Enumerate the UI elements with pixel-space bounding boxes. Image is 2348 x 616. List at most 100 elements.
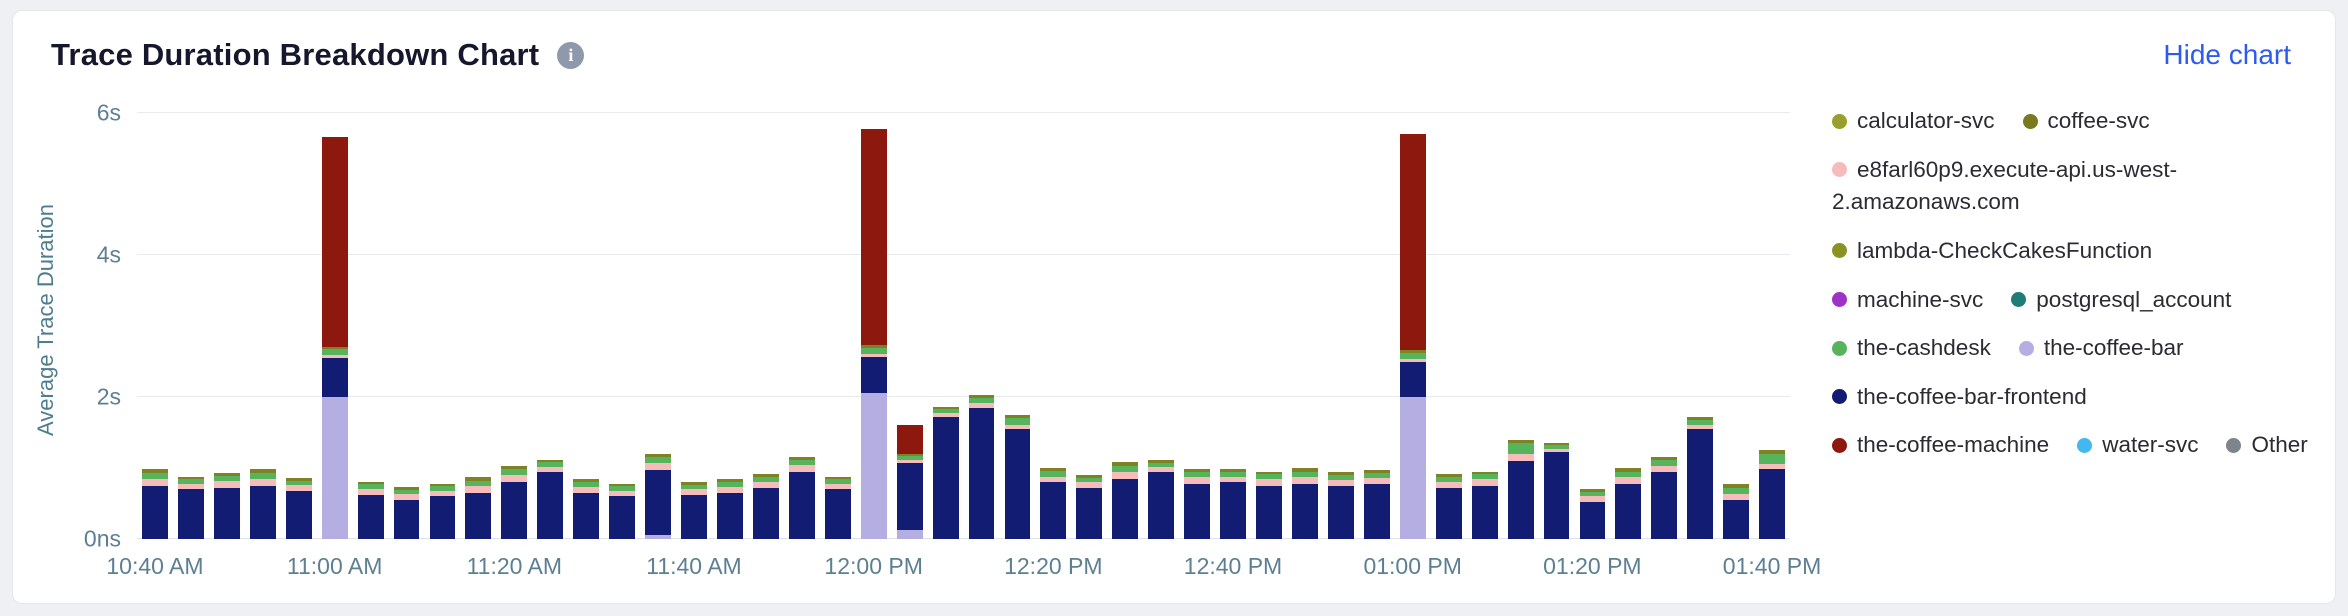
bar-segment-the-coffee-bar-frontend[interactable] [860,356,887,394]
bar-segment-coffee-svc[interactable] [788,456,815,461]
bar-segment-the-cashdesk[interactable] [1579,492,1606,497]
bar-segment-the-coffee-bar-frontend[interactable] [1184,483,1211,539]
bar-segment-e8farl60p9.execute-api.us-west-2.amazonaws.com[interactable] [1004,424,1031,429]
bar-segment-the-cashdesk[interactable] [249,472,276,479]
legend-item-calculator-svc[interactable]: calculator-svc [1832,105,1995,138]
stacked-bar[interactable] [1651,113,1678,539]
stacked-bar[interactable] [1004,113,1031,539]
bar-segment-the-coffee-bar-frontend[interactable] [1471,485,1498,539]
legend-item-postgresql_account[interactable]: postgresql_account [2011,284,2231,317]
bar-segment-e8farl60p9.execute-api.us-west-2.amazonaws.com[interactable] [860,353,887,357]
bar-segment-e8farl60p9.execute-api.us-west-2.amazonaws.com[interactable] [573,487,600,493]
bar-segment-the-cashdesk[interactable] [788,460,815,466]
stacked-bar[interactable] [860,113,887,539]
legend-item-water-svc[interactable]: water-svc [2077,429,2198,462]
bar-segment-the-coffee-machine[interactable] [860,128,887,346]
bar-segment-the-coffee-bar[interactable] [321,397,348,539]
bar-segment-coffee-svc[interactable] [142,469,168,473]
bar-segment-the-cashdesk[interactable] [393,490,420,495]
legend-item-the-coffee-machine[interactable]: the-coffee-machine [1832,429,2049,462]
bar-segment-e8farl60p9.execute-api.us-west-2.amazonaws.com[interactable] [1148,467,1175,472]
bar-segment-coffee-svc[interactable] [1651,457,1678,461]
bar-segment-the-coffee-bar-frontend[interactable] [1220,482,1247,539]
stacked-bar[interactable] [609,113,636,539]
bar-segment-e8farl60p9.execute-api.us-west-2.amazonaws.com[interactable] [357,489,384,495]
bar-segment-the-coffee-bar[interactable] [1399,397,1426,539]
bar-segment-the-coffee-bar-frontend[interactable] [1615,483,1642,539]
bar-segment-the-cashdesk[interactable] [860,348,887,354]
bar-segment-the-cashdesk[interactable] [1148,463,1175,468]
bar-segment-e8farl60p9.execute-api.us-west-2.amazonaws.com[interactable] [177,483,204,490]
legend-item-machine-svc[interactable]: machine-svc [1832,284,1983,317]
bar-segment-the-coffee-bar-frontend[interactable] [1579,502,1606,539]
bar-segment-coffee-svc[interactable] [1004,414,1031,418]
bar-segment-e8farl60p9.execute-api.us-west-2.amazonaws.com[interactable] [465,485,492,493]
stacked-bar[interactable] [1220,113,1247,539]
bar-segment-coffee-svc[interactable] [1292,468,1318,472]
bar-segment-the-cashdesk[interactable] [1507,443,1534,454]
stacked-bar[interactable] [932,113,959,539]
bar-segment-coffee-svc[interactable] [681,482,707,486]
bar-segment-e8farl60p9.execute-api.us-west-2.amazonaws.com[interactable] [1292,477,1318,484]
bar-segment-coffee-svc[interactable] [1256,471,1282,475]
stacked-bar[interactable] [717,113,743,539]
bar-segment-coffee-svc[interactable] [1471,471,1498,475]
bar-segment-e8farl60p9.execute-api.us-west-2.amazonaws.com[interactable] [321,355,348,358]
bar-segment-the-cashdesk[interactable] [1292,471,1318,478]
stacked-bar[interactable] [142,113,168,539]
bar-segment-the-cashdesk[interactable] [1615,471,1642,478]
bar-segment-the-coffee-bar[interactable] [860,393,887,539]
bar-segment-the-coffee-bar-frontend[interactable] [609,496,636,539]
bar-segment-e8farl60p9.execute-api.us-west-2.amazonaws.com[interactable] [249,478,276,486]
bar-segment-the-cashdesk[interactable] [573,482,600,488]
stacked-bar[interactable] [285,113,312,539]
stacked-bar[interactable] [1435,113,1462,539]
bar-segment-e8farl60p9.execute-api.us-west-2.amazonaws.com[interactable] [1471,479,1498,486]
bar-segment-the-coffee-bar-frontend[interactable] [1363,483,1390,539]
bar-segment-coffee-svc[interactable] [393,487,420,491]
bar-segment-the-cashdesk[interactable] [645,457,672,464]
bar-segment-e8farl60p9.execute-api.us-west-2.amazonaws.com[interactable] [717,487,743,493]
stacked-bar[interactable] [177,113,204,539]
bar-segment-the-coffee-bar-frontend[interactable] [1507,460,1534,539]
bar-segment-coffee-svc[interactable] [1579,489,1606,493]
bar-segment-e8farl60p9.execute-api.us-west-2.amazonaws.com[interactable] [285,485,312,491]
info-icon[interactable]: i [557,41,585,69]
bar-segment-the-cashdesk[interactable] [1651,460,1678,466]
bar-segment-e8farl60p9.execute-api.us-west-2.amazonaws.com[interactable] [1579,496,1606,503]
stacked-bar[interactable] [752,113,779,539]
bar-segment-the-cashdesk[interactable] [142,472,168,479]
bar-segment-the-cashdesk[interactable] [1435,477,1462,483]
bar-segment-the-coffee-bar-frontend[interactable] [1327,485,1354,539]
bar-segment-the-coffee-bar-frontend[interactable] [896,463,923,531]
bar-segment-the-coffee-bar-frontend[interactable] [1148,471,1175,539]
bar-segment-the-coffee-bar-frontend[interactable] [1040,482,1067,539]
bar-segment-e8farl60p9.execute-api.us-west-2.amazonaws.com[interactable] [1399,358,1426,362]
bar-segment-the-coffee-bar-frontend[interactable] [1256,485,1282,539]
bar-segment-coffee-svc[interactable] [1040,468,1067,471]
bar-segment-e8farl60p9.execute-api.us-west-2.amazonaws.com[interactable] [896,459,923,464]
bar-segment-the-coffee-bar-frontend[interactable] [1651,471,1678,539]
stacked-bar[interactable] [501,113,528,539]
bar-segment-the-cashdesk[interactable] [1256,474,1282,480]
stacked-bar[interactable] [321,113,348,539]
legend-item-the-cashdesk[interactable]: the-cashdesk [1832,332,1991,365]
bar-segment-the-cashdesk[interactable] [501,469,528,476]
bar-segment-coffee-svc[interactable] [1723,484,1750,488]
bar-segment-the-coffee-machine[interactable] [896,425,923,454]
legend-item-lambda-CheckCakesFunction[interactable]: lambda-CheckCakesFunction [1832,235,2152,268]
bar-segment-the-coffee-bar-frontend[interactable] [1399,361,1426,398]
bar-segment-coffee-svc[interactable] [968,394,995,398]
bar-segment-the-cashdesk[interactable] [824,479,851,484]
bar-segment-the-coffee-bar-frontend[interactable] [1004,428,1031,539]
bar-segment-e8farl60p9.execute-api.us-west-2.amazonaws.com[interactable] [1615,477,1642,484]
stacked-bar[interactable] [1723,113,1750,539]
bar-segment-coffee-svc[interactable] [860,345,887,349]
bar-segment-the-coffee-bar-frontend[interactable] [1723,499,1750,539]
bar-segment-the-coffee-bar-frontend[interactable] [681,494,707,539]
bar-segment-the-cashdesk[interactable] [1076,477,1103,483]
stacked-bar[interactable] [1759,113,1786,539]
bar-segment-coffee-svc[interactable] [213,473,240,476]
bar-segment-e8farl60p9.execute-api.us-west-2.amazonaws.com[interactable] [968,403,995,408]
bar-segment-coffee-svc[interactable] [932,406,959,410]
